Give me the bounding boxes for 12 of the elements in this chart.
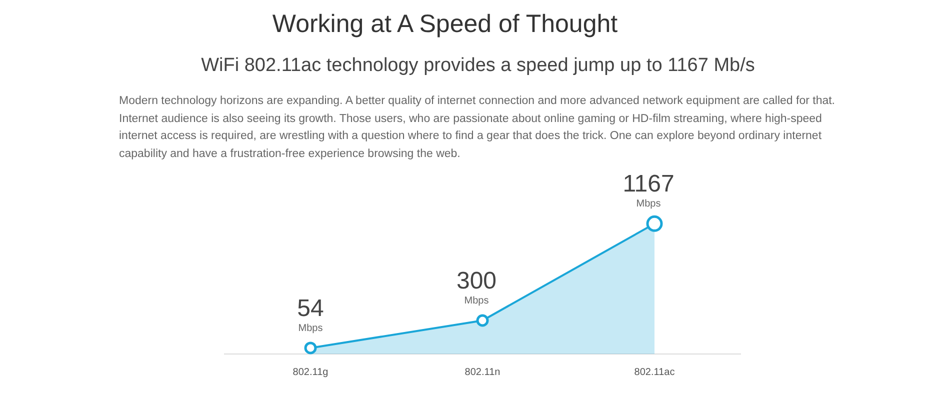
chart-title: Working at A Speed of Thought	[271, 10, 619, 39]
annotation: Mbps	[298, 322, 323, 334]
x-tick-label: 802.11g	[292, 366, 328, 378]
annotation: Mbps	[636, 198, 661, 210]
x-tick-label: 802.11ac	[634, 366, 675, 378]
chart-subtitle: WiFi 802.11ac technology provides a speed jump up to 1167 Mb/s	[200, 55, 756, 77]
text: Modern technology horizons are expanding. A better quality of internet connection and more advanced network equipment are called for that. Internet audience is also seeing its growth. Those users, who are passionate about online gaming or HD-film streaming, where high-speed internet access is required, are wrestling with a question where to find a gear that does the trick. One can explore beyond ordinary internet capability and have a frustration-free experience browsing the web.	[119, 94, 836, 162]
annotation: Mbps	[464, 296, 489, 306]
x-tick-label: 802.11n	[464, 366, 500, 378]
data-label: 54	[297, 294, 324, 322]
data-label: 1167	[622, 170, 674, 198]
data-label: 300	[456, 268, 497, 294]
